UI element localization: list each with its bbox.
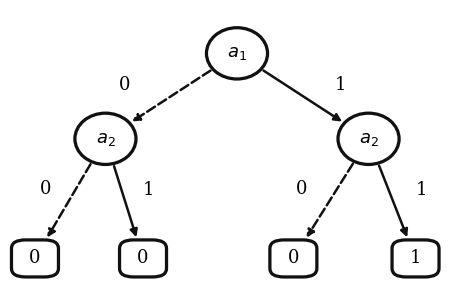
Ellipse shape [207, 28, 267, 79]
FancyBboxPatch shape [11, 240, 58, 277]
Ellipse shape [338, 113, 399, 164]
Text: $a_2$: $a_2$ [96, 130, 115, 148]
Text: 0: 0 [288, 249, 299, 267]
FancyBboxPatch shape [119, 240, 166, 277]
Text: 0: 0 [118, 76, 130, 94]
Text: 0: 0 [29, 249, 41, 267]
Text: 1: 1 [416, 181, 427, 199]
FancyBboxPatch shape [270, 240, 317, 277]
Ellipse shape [75, 113, 136, 164]
Text: 0: 0 [40, 180, 51, 199]
Text: 1: 1 [335, 76, 346, 94]
Text: $a_1$: $a_1$ [227, 44, 247, 62]
FancyBboxPatch shape [392, 240, 439, 277]
Text: $a_2$: $a_2$ [359, 130, 378, 148]
Text: 1: 1 [410, 249, 421, 267]
Text: 0: 0 [296, 180, 307, 198]
Text: 0: 0 [137, 249, 149, 267]
Text: 1: 1 [143, 181, 155, 199]
